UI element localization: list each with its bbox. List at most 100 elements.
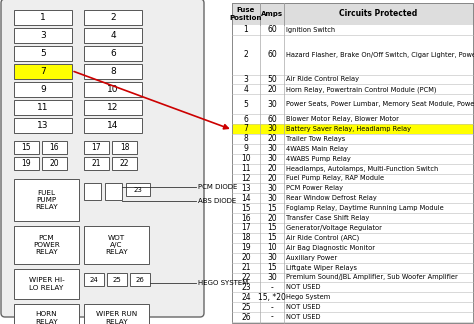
Bar xyxy=(14,82,72,97)
Text: 20: 20 xyxy=(267,164,277,173)
Text: Generator/Voltage Regulator: Generator/Voltage Regulator xyxy=(286,225,382,231)
Text: 4WABS Pump Relay: 4WABS Pump Relay xyxy=(286,156,351,162)
Text: 11: 11 xyxy=(241,164,251,173)
Text: 9: 9 xyxy=(40,85,46,94)
Text: 10: 10 xyxy=(107,85,119,94)
Bar xyxy=(232,183,473,193)
Bar xyxy=(232,272,473,283)
Bar xyxy=(84,304,149,324)
Text: 5: 5 xyxy=(40,49,46,58)
Bar xyxy=(232,253,473,262)
Text: 2: 2 xyxy=(110,13,116,22)
Bar xyxy=(42,141,67,154)
Text: 16: 16 xyxy=(50,143,59,152)
Text: 15: 15 xyxy=(22,143,31,152)
Bar xyxy=(84,28,142,43)
Bar xyxy=(232,193,473,203)
Text: 26: 26 xyxy=(241,313,251,321)
Bar xyxy=(14,269,79,299)
Text: 7: 7 xyxy=(40,67,46,76)
Text: 14: 14 xyxy=(241,194,251,203)
Text: 13: 13 xyxy=(37,121,49,130)
Bar xyxy=(105,183,122,200)
Text: 15: 15 xyxy=(241,204,251,213)
Bar xyxy=(232,213,473,223)
Text: -: - xyxy=(271,303,273,312)
Text: Foglamp Relay, Daytime Running Lamp Module: Foglamp Relay, Daytime Running Lamp Modu… xyxy=(286,205,444,211)
Bar xyxy=(232,154,473,164)
Text: Fuel Pump Relay, RAP Module: Fuel Pump Relay, RAP Module xyxy=(286,176,384,181)
Text: 10: 10 xyxy=(241,154,251,163)
Text: 15: 15 xyxy=(267,224,277,232)
Bar xyxy=(232,243,473,253)
Text: WIPER RUN
RELAY: WIPER RUN RELAY xyxy=(96,311,137,324)
Text: 18: 18 xyxy=(241,233,251,242)
Text: 60: 60 xyxy=(267,50,277,59)
Text: PCM DIODE: PCM DIODE xyxy=(198,184,237,190)
Bar xyxy=(107,273,127,286)
Text: -: - xyxy=(271,283,273,292)
Text: HEGO SYSTEM: HEGO SYSTEM xyxy=(198,280,248,286)
Text: 3: 3 xyxy=(40,31,46,40)
Text: 4: 4 xyxy=(110,31,116,40)
Text: 14: 14 xyxy=(107,121,118,130)
Bar xyxy=(42,157,67,170)
Text: Liftgate Wiper Relays: Liftgate Wiper Relays xyxy=(286,265,357,271)
Bar xyxy=(232,223,473,233)
Bar xyxy=(130,273,150,286)
Text: 26: 26 xyxy=(136,276,145,283)
Text: NOT USED: NOT USED xyxy=(286,284,320,290)
Text: 20: 20 xyxy=(267,214,277,223)
Bar xyxy=(14,226,79,264)
Text: 12: 12 xyxy=(241,174,251,183)
Bar xyxy=(232,302,473,312)
Text: 8: 8 xyxy=(110,67,116,76)
Bar xyxy=(232,114,473,124)
Text: 20: 20 xyxy=(241,253,251,262)
Text: 4: 4 xyxy=(244,85,248,94)
Bar xyxy=(14,179,79,221)
Text: 15: 15 xyxy=(267,263,277,272)
Text: 18: 18 xyxy=(120,143,129,152)
Text: Ignition Switch: Ignition Switch xyxy=(286,27,335,33)
Bar xyxy=(84,10,142,25)
Text: 6: 6 xyxy=(244,115,248,123)
Text: -: - xyxy=(271,313,273,321)
Text: 60: 60 xyxy=(267,115,277,123)
Text: 30: 30 xyxy=(267,273,277,282)
Text: Amps: Amps xyxy=(261,11,283,17)
Bar xyxy=(232,233,473,243)
Text: 5: 5 xyxy=(244,100,248,109)
Text: 20: 20 xyxy=(267,134,277,143)
Text: 19: 19 xyxy=(22,159,31,168)
Text: Air Ride Control Relay: Air Ride Control Relay xyxy=(286,76,359,82)
Text: 50: 50 xyxy=(267,75,277,84)
Bar xyxy=(232,94,473,114)
Bar xyxy=(14,157,39,170)
Text: Horn Relay, Powertrain Control Module (PCM): Horn Relay, Powertrain Control Module (P… xyxy=(286,86,437,93)
Text: NOT USED: NOT USED xyxy=(286,304,320,310)
Text: 25: 25 xyxy=(241,303,251,312)
Bar xyxy=(84,183,101,200)
Text: 60: 60 xyxy=(267,26,277,34)
Text: 22: 22 xyxy=(120,159,129,168)
Text: 15: 15 xyxy=(267,233,277,242)
Text: 1: 1 xyxy=(244,26,248,34)
Text: Blower Motor Relay, Blower Motor: Blower Motor Relay, Blower Motor xyxy=(286,116,399,122)
Text: Power Seats, Power Lumbar, Memory Seat Module, Power Bolster, Door Lock/Unlock R: Power Seats, Power Lumbar, Memory Seat M… xyxy=(286,101,474,107)
Text: 6: 6 xyxy=(110,49,116,58)
Bar xyxy=(232,84,473,94)
Text: 21: 21 xyxy=(92,159,101,168)
Bar xyxy=(14,141,39,154)
Bar xyxy=(112,141,137,154)
Bar xyxy=(232,173,473,183)
Text: 11: 11 xyxy=(37,103,49,112)
Text: 10: 10 xyxy=(267,243,277,252)
Bar xyxy=(232,312,473,322)
Bar xyxy=(14,28,72,43)
Bar xyxy=(14,46,72,61)
FancyBboxPatch shape xyxy=(1,0,204,317)
Bar xyxy=(84,226,149,264)
Text: 30: 30 xyxy=(267,194,277,203)
Text: 12: 12 xyxy=(107,103,118,112)
